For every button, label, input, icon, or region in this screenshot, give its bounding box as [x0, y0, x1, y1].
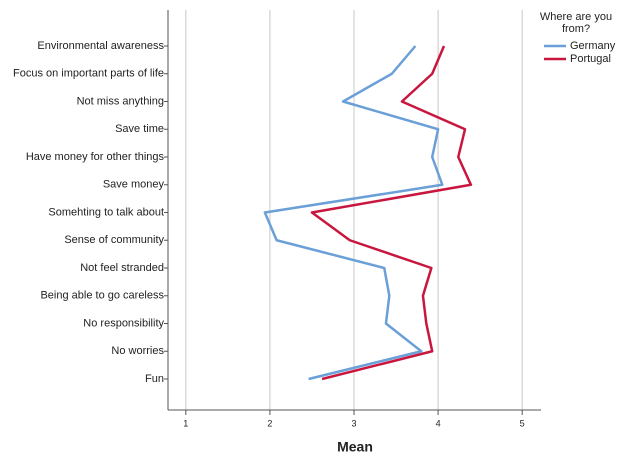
x-tick-label: 3 [351, 418, 356, 428]
y-tick-label: Fun [145, 373, 164, 385]
x-tick-label: 4 [436, 418, 441, 428]
x-tick-label: 1 [183, 418, 188, 428]
y-tick-label: No responsibility [83, 317, 164, 329]
y-tick-label: Focus on important parts of life [13, 68, 164, 80]
legend-label: Portugal [570, 53, 611, 65]
y-tick-label: Being able to go careless [40, 290, 164, 302]
y-tick-label: Save time [115, 123, 164, 135]
y-tick-label: Not miss anything [77, 95, 164, 107]
y-tick-label: No worries [111, 345, 164, 357]
x-axis-label: Mean [337, 439, 373, 455]
y-tick-label: Environmental awareness [37, 40, 164, 52]
y-tick-label: Somehting to talk about [48, 206, 164, 218]
y-tick-label: Not feel stranded [80, 262, 164, 274]
x-tick-label: 2 [267, 418, 272, 428]
y-tick-label: Have money for other things [26, 151, 165, 163]
y-tick-label: Sense of community [64, 234, 164, 246]
y-tick-label: Save money [103, 179, 165, 191]
legend-label: Germany [570, 40, 616, 52]
legend-title: Where are you from? [539, 11, 613, 35]
series-line [263, 45, 444, 381]
series-line [310, 45, 473, 381]
x-tick-label: 5 [520, 418, 525, 428]
